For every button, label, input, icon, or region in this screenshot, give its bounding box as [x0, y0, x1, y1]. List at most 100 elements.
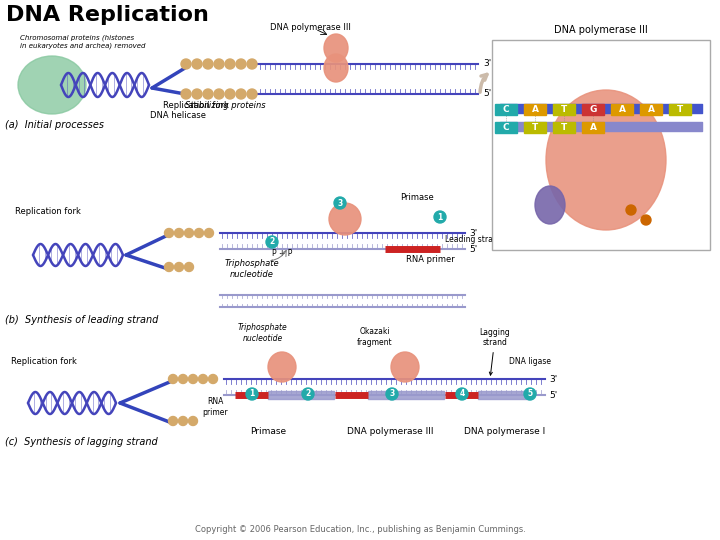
Bar: [495, 122, 517, 132]
Circle shape: [386, 388, 398, 400]
Circle shape: [203, 89, 213, 99]
Text: A: A: [647, 105, 654, 113]
Circle shape: [192, 59, 202, 69]
Circle shape: [266, 236, 278, 248]
Text: 3': 3': [483, 59, 491, 69]
Circle shape: [164, 228, 174, 238]
Circle shape: [434, 211, 446, 223]
Bar: [495, 104, 517, 114]
Circle shape: [204, 228, 214, 238]
Text: DNA polymerase I: DNA polymerase I: [464, 427, 546, 435]
Text: 5': 5': [483, 90, 491, 98]
Text: C: C: [503, 123, 509, 132]
Text: 3': 3': [469, 228, 477, 238]
Circle shape: [164, 262, 174, 272]
Text: Replication fork: Replication fork: [15, 206, 81, 215]
Text: Replication fork: Replication fork: [163, 102, 229, 111]
Circle shape: [174, 228, 184, 238]
Text: 4: 4: [459, 389, 464, 399]
Circle shape: [179, 416, 187, 426]
Ellipse shape: [535, 186, 565, 224]
Circle shape: [246, 388, 258, 400]
Text: in eukaryotes and archea) removed: in eukaryotes and archea) removed: [20, 43, 145, 49]
Text: A: A: [531, 105, 539, 113]
Ellipse shape: [324, 54, 348, 82]
Circle shape: [192, 89, 202, 99]
Ellipse shape: [546, 90, 666, 230]
Text: A: A: [590, 123, 596, 132]
Circle shape: [225, 89, 235, 99]
Ellipse shape: [324, 34, 348, 62]
Ellipse shape: [391, 352, 419, 382]
Circle shape: [189, 375, 197, 383]
Text: Triphosphate
nucleotide: Triphosphate nucleotide: [225, 259, 279, 279]
Circle shape: [302, 388, 314, 400]
Circle shape: [168, 375, 178, 383]
Text: DNA polymerase III: DNA polymerase III: [347, 427, 433, 435]
Circle shape: [236, 59, 246, 69]
Text: Stabilizing proteins: Stabilizing proteins: [185, 102, 265, 111]
Text: RNA primer: RNA primer: [405, 254, 454, 264]
Circle shape: [199, 375, 207, 383]
Bar: [611, 104, 633, 114]
Circle shape: [641, 215, 651, 225]
Ellipse shape: [18, 56, 86, 114]
Text: DNA polymerase III: DNA polymerase III: [269, 24, 351, 32]
Text: DNA ligase: DNA ligase: [509, 356, 551, 366]
Text: C: C: [503, 105, 509, 113]
Circle shape: [524, 388, 536, 400]
Text: Primase: Primase: [250, 427, 286, 435]
Text: DNA polymerase III: DNA polymerase III: [554, 25, 648, 35]
Circle shape: [209, 375, 217, 383]
Circle shape: [456, 388, 468, 400]
Circle shape: [189, 416, 197, 426]
Circle shape: [236, 89, 246, 99]
Text: 5': 5': [469, 245, 477, 253]
Bar: [524, 122, 546, 132]
Text: T: T: [677, 105, 683, 113]
Text: (b)  Synthesis of leading strand: (b) Synthesis of leading strand: [5, 315, 158, 325]
Circle shape: [181, 59, 191, 69]
Bar: [553, 104, 575, 114]
Circle shape: [181, 89, 191, 99]
Text: 3': 3': [549, 375, 557, 383]
Bar: [582, 122, 604, 132]
Text: Lagging
strand: Lagging strand: [480, 328, 510, 375]
Text: A: A: [618, 105, 626, 113]
Circle shape: [184, 262, 194, 272]
Text: (a)  Initial processes: (a) Initial processes: [5, 120, 104, 130]
Text: DNA helicase: DNA helicase: [150, 111, 206, 119]
Circle shape: [626, 205, 636, 215]
FancyBboxPatch shape: [492, 40, 710, 250]
Bar: [669, 104, 691, 114]
Text: P + P: P + P: [272, 248, 292, 258]
Circle shape: [334, 197, 346, 209]
Text: 3: 3: [390, 389, 395, 399]
Bar: [524, 104, 546, 114]
Text: DNA Replication: DNA Replication: [6, 5, 209, 25]
Text: G: G: [589, 105, 597, 113]
Text: T: T: [561, 123, 567, 132]
Text: 5': 5': [549, 390, 557, 400]
Circle shape: [214, 89, 224, 99]
Text: 5: 5: [528, 389, 533, 399]
Ellipse shape: [329, 203, 361, 235]
Text: Chromosomal proteins (histones: Chromosomal proteins (histones: [20, 35, 134, 41]
Text: 2: 2: [269, 238, 274, 246]
Circle shape: [247, 59, 257, 69]
Circle shape: [179, 375, 187, 383]
Text: (c)  Synthesis of lagging strand: (c) Synthesis of lagging strand: [5, 437, 158, 447]
Text: RNA
primer: RNA primer: [202, 397, 228, 417]
Text: Primase: Primase: [400, 192, 433, 201]
Circle shape: [225, 59, 235, 69]
Circle shape: [214, 59, 224, 69]
Text: T: T: [561, 105, 567, 113]
Bar: [582, 104, 604, 114]
Circle shape: [194, 228, 204, 238]
Circle shape: [247, 89, 257, 99]
Text: 2: 2: [305, 389, 310, 399]
Circle shape: [203, 59, 213, 69]
Text: Copyright © 2006 Pearson Education, Inc., publishing as Benjamin Cummings.: Copyright © 2006 Pearson Education, Inc.…: [194, 525, 526, 534]
Text: Triphosphate
nucleotide: Triphosphate nucleotide: [238, 323, 288, 343]
Bar: [553, 122, 575, 132]
